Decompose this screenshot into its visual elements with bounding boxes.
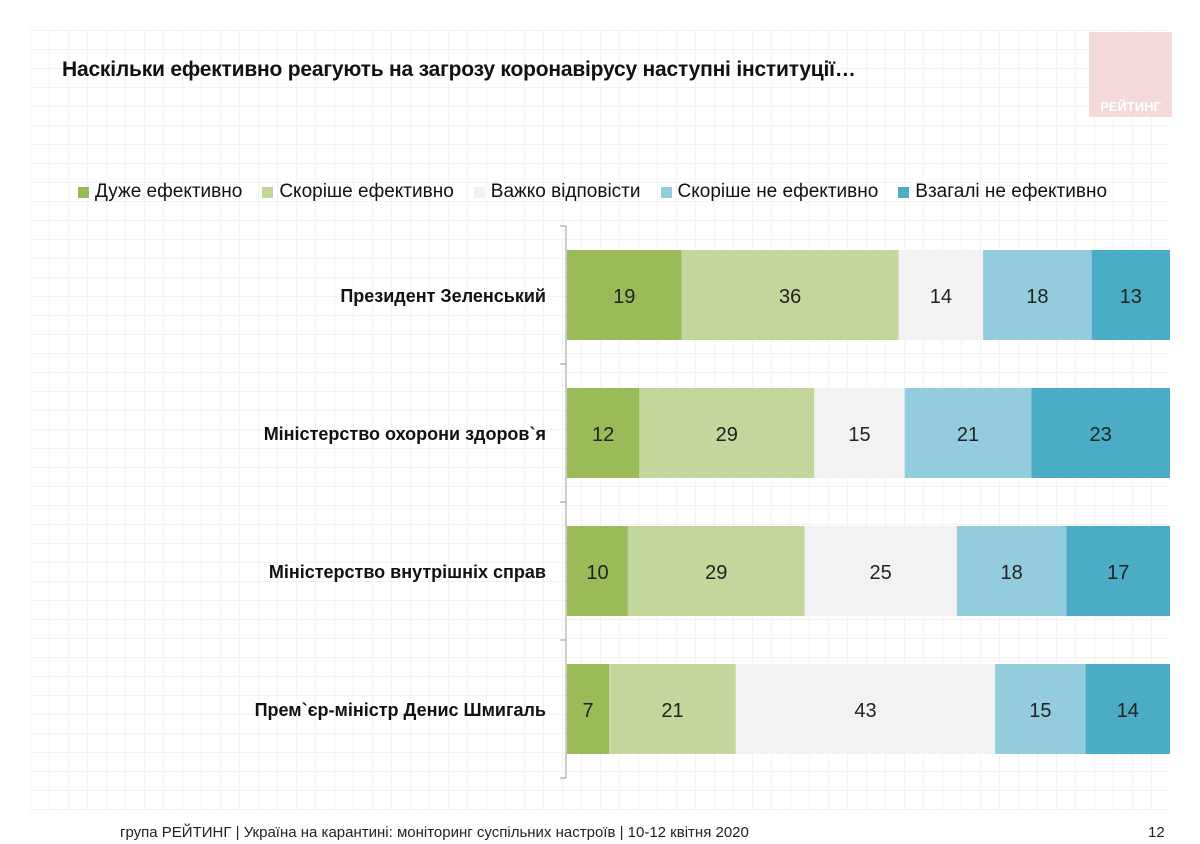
legend-swatch — [473, 186, 485, 198]
data-label: 36 — [779, 286, 801, 308]
data-label: 25 — [870, 562, 892, 584]
rating-logo: РЕЙТИНГ — [1089, 32, 1172, 117]
data-label: 12 — [592, 424, 614, 446]
data-label: 14 — [1117, 700, 1139, 722]
bar-segment — [995, 664, 1086, 754]
data-label: 7 — [583, 700, 594, 722]
bar-segment — [1085, 664, 1170, 754]
footer-text: група РЕЙТИНГ | Україна на карантині: мо… — [120, 824, 749, 841]
category-label: Президент Зеленський — [340, 286, 546, 306]
bar-segment — [956, 526, 1067, 616]
legend-label: Скоріше ефективно — [279, 181, 454, 202]
legend-swatch — [898, 186, 910, 198]
legend-swatch — [262, 186, 274, 198]
bar-segment — [898, 250, 984, 340]
data-label: 13 — [1120, 286, 1142, 308]
data-label: 21 — [957, 424, 979, 446]
legend-item: Скоріше ефективно — [262, 181, 454, 203]
bar-segment — [804, 526, 957, 616]
category-label: Міністерство охорони здоров`я — [264, 424, 546, 444]
category-label: Міністерство внутрішніх справ — [269, 562, 546, 582]
data-label: 21 — [661, 700, 683, 722]
bar-segment — [814, 388, 905, 478]
bar-segment — [567, 250, 682, 340]
data-label: 14 — [930, 286, 952, 308]
bar-segment — [1031, 388, 1170, 478]
legend-label: Скоріше не ефективно — [677, 181, 879, 202]
data-label: 43 — [854, 700, 876, 722]
bar-segment — [567, 388, 640, 478]
data-label: 19 — [613, 286, 635, 308]
legend-item: Дуже ефективно — [78, 181, 242, 203]
legend-item: Скоріше не ефективно — [660, 181, 879, 203]
bar-segment — [627, 526, 805, 616]
bar-segment — [639, 388, 815, 478]
data-label: 15 — [848, 424, 870, 446]
data-label: 18 — [1026, 286, 1048, 308]
logo-text: РЕЙТИНГ — [1100, 99, 1161, 114]
bar-segment — [567, 526, 628, 616]
data-label: 23 — [1090, 424, 1112, 446]
legend: Дуже ефективно Скоріше ефективно Важко від… — [78, 181, 1127, 203]
page-number: 12 — [1148, 824, 1165, 841]
legend-swatch — [78, 186, 89, 198]
chart-title: Наскільки ефективно реагують на загрозу … — [62, 58, 856, 81]
legend-label: Важко відповісти — [490, 181, 641, 202]
legend-label: Взагалі не ефективно — [915, 181, 1108, 202]
bar-segment — [567, 664, 610, 754]
data-label: 10 — [586, 562, 608, 584]
data-label: 17 — [1107, 562, 1129, 584]
bar-segment — [904, 388, 1032, 478]
bar-segment — [1066, 526, 1170, 616]
bar-segment — [681, 250, 899, 340]
data-label: 29 — [716, 424, 738, 446]
data-label: 15 — [1029, 700, 1051, 722]
data-label: 18 — [1001, 562, 1023, 584]
data-label: 29 — [705, 562, 727, 584]
legend-swatch — [660, 186, 672, 198]
legend-item: Важко відповісти — [473, 181, 641, 203]
legend-label: Дуже ефективно — [95, 181, 243, 202]
bar-segment — [1091, 250, 1170, 340]
legend-item: Взагалі не ефективно — [898, 181, 1107, 203]
category-label: Прем`єр-міністр Денис Шмигаль — [255, 700, 546, 720]
bar-segment — [735, 664, 996, 754]
bar-segment — [609, 664, 736, 754]
bar-segment — [983, 250, 1092, 340]
